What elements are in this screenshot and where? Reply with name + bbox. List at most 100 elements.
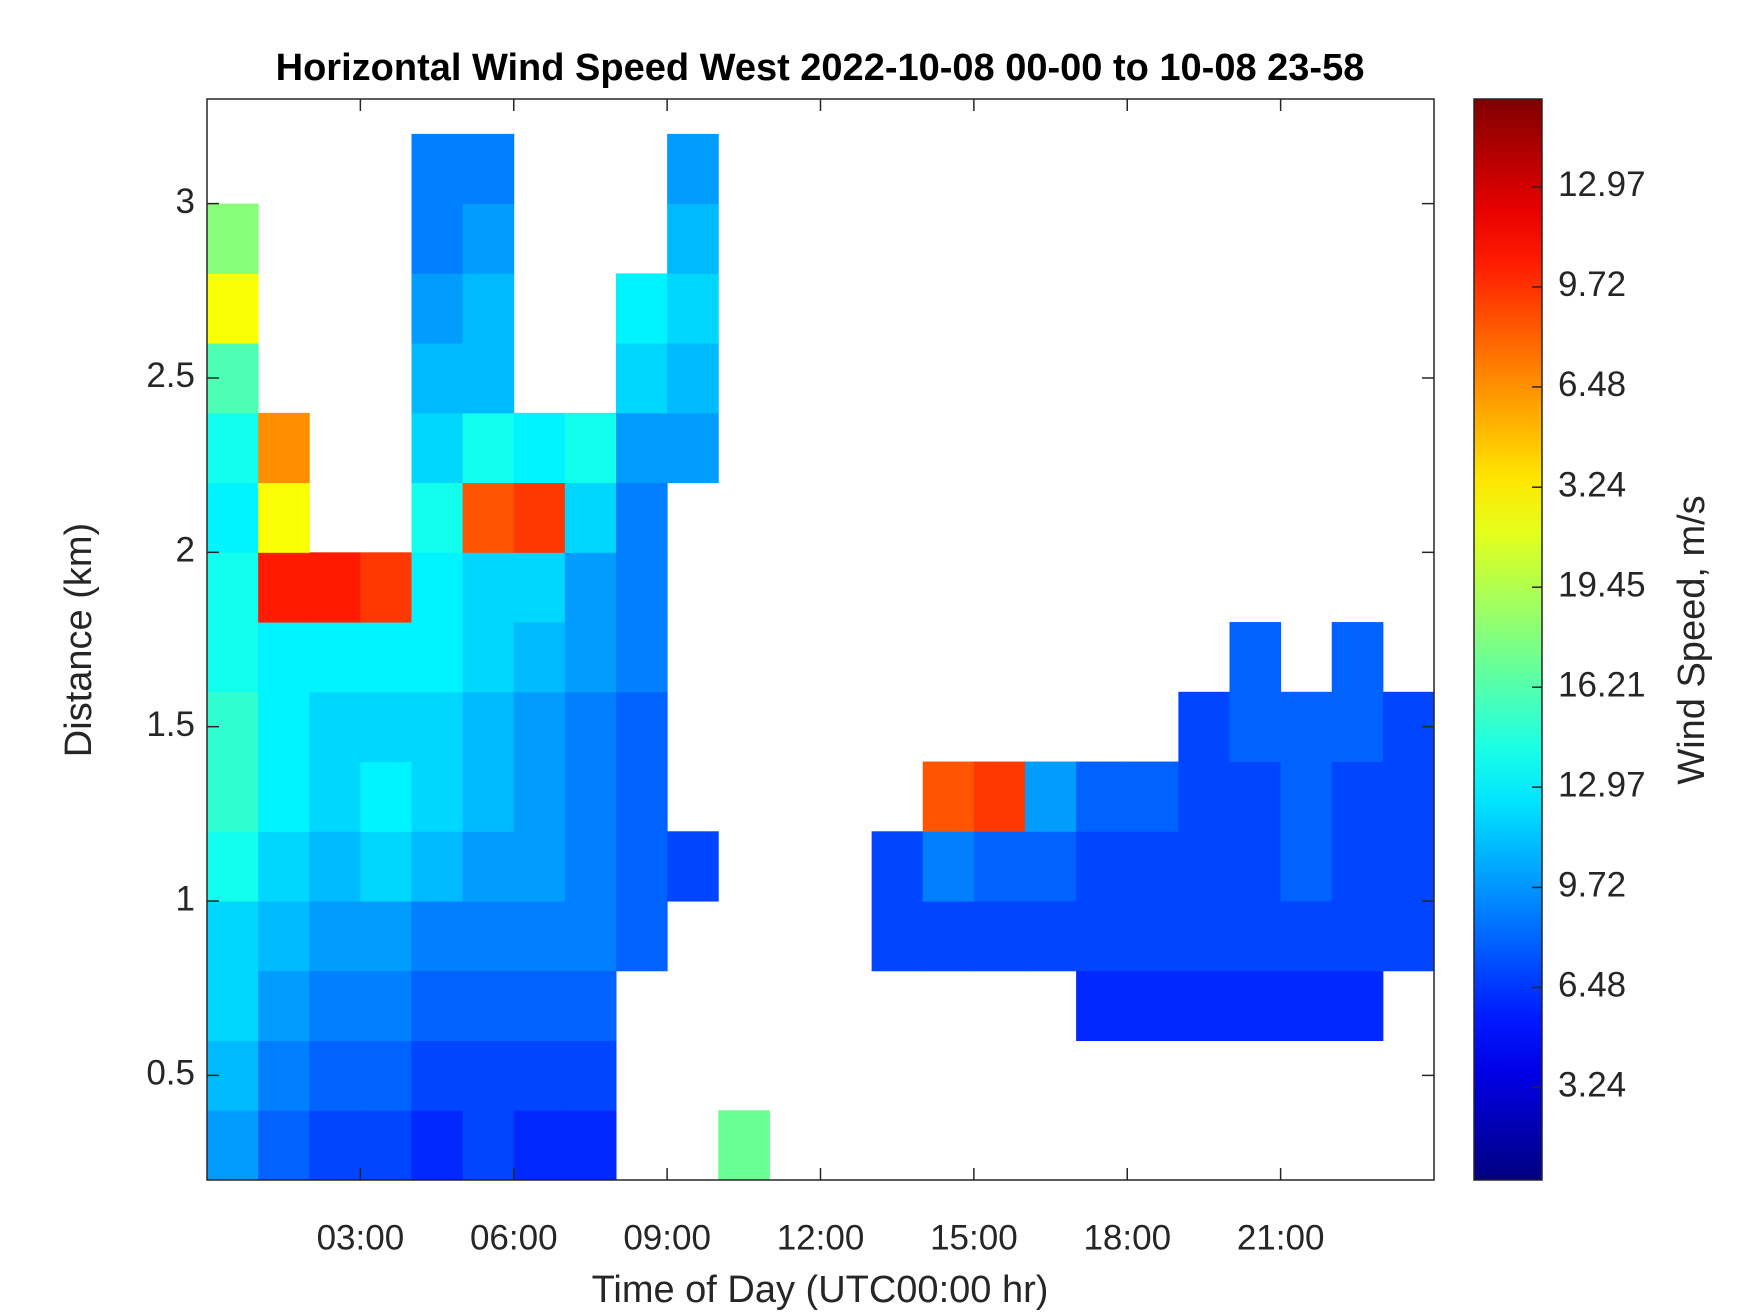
heatmap-cell bbox=[973, 901, 1026, 972]
heatmap-cell bbox=[513, 831, 566, 902]
heatmap-cell bbox=[667, 203, 719, 274]
heatmap-cell bbox=[564, 831, 617, 902]
heatmap-cell bbox=[871, 831, 924, 902]
heatmap-cell bbox=[1178, 970, 1230, 1042]
heatmap-cell bbox=[411, 761, 464, 832]
heatmap-cell bbox=[411, 273, 464, 344]
y-tick-label: 1.5 bbox=[146, 705, 195, 744]
heatmap-cell bbox=[718, 1110, 770, 1180]
heatmap-cell bbox=[462, 343, 515, 414]
heatmap-cell bbox=[207, 901, 259, 972]
heatmap-cell bbox=[922, 901, 975, 972]
heatmap-cell bbox=[258, 1040, 310, 1111]
heatmap-cell bbox=[1382, 901, 1434, 972]
heatmap-cell bbox=[1127, 901, 1179, 972]
heatmap-cell bbox=[564, 412, 617, 484]
heatmap-cell bbox=[667, 273, 719, 344]
heatmap-cell bbox=[1331, 831, 1384, 902]
heatmap-cell bbox=[1025, 761, 1077, 832]
heatmap-cell bbox=[207, 622, 259, 693]
colorbar-tick-label: 9.72 bbox=[1558, 866, 1626, 905]
x-tick-label: 12:00 bbox=[777, 1218, 865, 1257]
heatmap-cell bbox=[616, 412, 668, 484]
heatmap-cell bbox=[258, 831, 310, 902]
heatmap-cell bbox=[462, 622, 515, 693]
colorbar-tick-label: 6.48 bbox=[1558, 365, 1626, 404]
heatmap-cell bbox=[360, 831, 412, 902]
colorbar-tick-label: 19.45 bbox=[1558, 565, 1646, 604]
heatmap-cell bbox=[1229, 622, 1282, 693]
heatmap-cell bbox=[411, 970, 464, 1042]
heatmap-cell bbox=[309, 901, 361, 972]
heatmap-cell bbox=[1178, 761, 1230, 832]
heatmap-cell bbox=[258, 622, 310, 693]
heatmap-cell bbox=[1127, 970, 1179, 1042]
heatmap-cell bbox=[667, 412, 719, 484]
heatmap-cell bbox=[1178, 901, 1230, 972]
heatmap-cell bbox=[462, 970, 515, 1042]
heatmap-cell bbox=[1280, 761, 1333, 832]
heatmap-cell bbox=[258, 482, 310, 553]
heatmap-cell bbox=[462, 691, 515, 763]
heatmap-cell bbox=[513, 1040, 566, 1111]
heatmap-cells bbox=[207, 133, 1434, 1180]
heatmap-cell bbox=[411, 1040, 464, 1111]
heatmap-cell bbox=[616, 622, 668, 693]
heatmap-cell bbox=[462, 1040, 515, 1111]
heatmap-cell bbox=[1229, 691, 1282, 763]
heatmap-cell bbox=[360, 552, 412, 623]
heatmap-cell bbox=[1280, 831, 1333, 902]
heatmap-cell bbox=[462, 273, 515, 344]
heatmap-cell bbox=[513, 482, 566, 553]
heatmap-cell bbox=[513, 970, 566, 1042]
heatmap-cell bbox=[462, 1110, 515, 1180]
heatmap-cell bbox=[564, 622, 617, 693]
colorbar-tick-label: 12.97 bbox=[1558, 765, 1646, 804]
heatmap-cell bbox=[309, 1040, 361, 1111]
heatmap-cell bbox=[513, 412, 566, 484]
heatmap-cell bbox=[309, 691, 361, 763]
colorbar-tick-label: 12.97 bbox=[1558, 165, 1646, 204]
heatmap-cell bbox=[667, 133, 719, 205]
x-tick-label: 09:00 bbox=[623, 1218, 711, 1257]
heatmap-cell bbox=[616, 901, 668, 972]
heatmap-cell bbox=[1382, 831, 1434, 902]
colorbar-tick-label: 3.24 bbox=[1558, 1066, 1626, 1105]
heatmap-cell bbox=[207, 203, 259, 274]
x-tick-label: 21:00 bbox=[1237, 1218, 1325, 1257]
heatmap-cell bbox=[1229, 831, 1282, 902]
heatmap-cell bbox=[564, 1040, 617, 1111]
heatmap-cell bbox=[922, 761, 975, 832]
heatmap-cell bbox=[411, 901, 464, 972]
heatmap-cell bbox=[564, 552, 617, 623]
heatmap-cell bbox=[513, 901, 566, 972]
heatmap-cell bbox=[1076, 970, 1128, 1042]
heatmap-cell bbox=[258, 901, 310, 972]
heatmap-cell bbox=[309, 831, 361, 902]
heatmap-cell bbox=[1331, 761, 1384, 832]
colorbar-tick-label: 6.48 bbox=[1558, 966, 1626, 1005]
heatmap-cell bbox=[207, 412, 259, 484]
colorbar-tick-label: 3.24 bbox=[1558, 465, 1626, 504]
heatmap-cell bbox=[667, 343, 719, 414]
heatmap-cell bbox=[360, 622, 412, 693]
heatmap-cell bbox=[564, 1110, 617, 1180]
heatmap-cell bbox=[360, 691, 412, 763]
heatmap-cell bbox=[207, 482, 259, 553]
heatmap-cell bbox=[258, 970, 310, 1042]
heatmap-cell bbox=[360, 901, 412, 972]
heatmap-cell bbox=[309, 622, 361, 693]
heatmap-cell bbox=[207, 552, 259, 623]
colorbar bbox=[1474, 99, 1542, 1180]
heatmap-cell bbox=[1331, 622, 1384, 693]
colorbar-frame bbox=[1473, 98, 1543, 1181]
heatmap-cell bbox=[258, 412, 310, 484]
y-tick-label: 3 bbox=[176, 182, 195, 221]
heatmap-cell bbox=[360, 1110, 412, 1180]
heatmap-cell bbox=[973, 831, 1026, 902]
heatmap-cell bbox=[411, 552, 464, 623]
x-tick-label: 18:00 bbox=[1083, 1218, 1171, 1257]
heatmap-cell bbox=[513, 552, 566, 623]
heatmap-cell bbox=[360, 1040, 412, 1111]
